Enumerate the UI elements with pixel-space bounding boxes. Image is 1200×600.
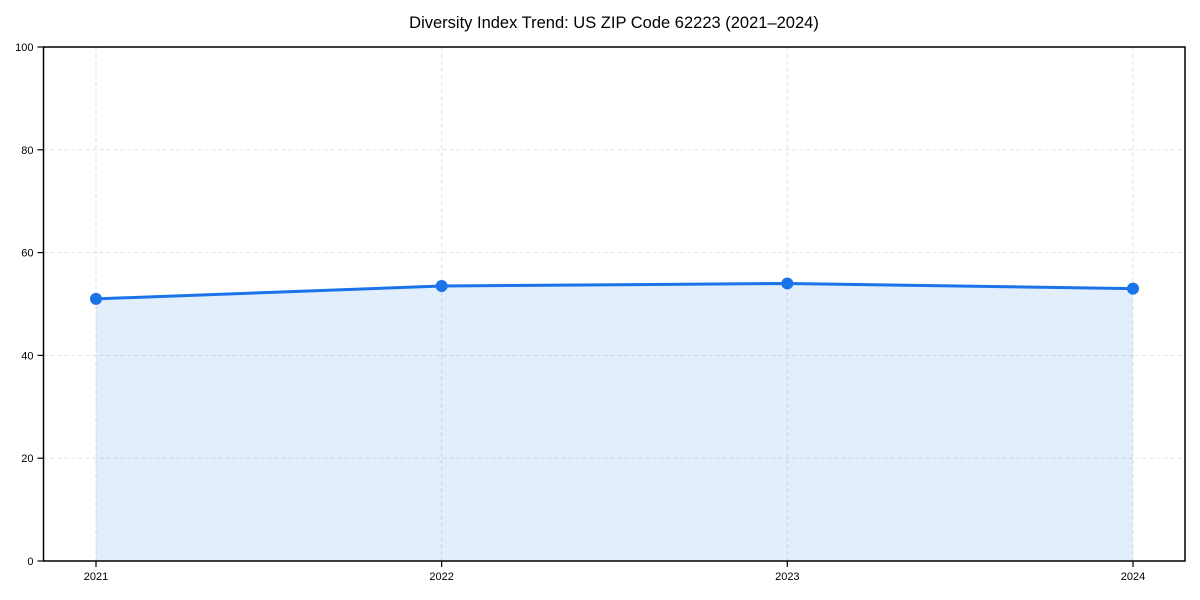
data-point-2024[interactable] [1127, 282, 1139, 295]
y-tick-label: 60 [21, 248, 33, 260]
x-tick-label: 2022 [429, 571, 453, 583]
y-tick-label: 20 [21, 453, 33, 465]
x-tick-label: 2021 [84, 571, 108, 583]
data-point-2022[interactable] [435, 280, 448, 293]
area-fill [96, 283, 1133, 561]
x-tick-label: 2023 [775, 571, 799, 583]
data-point-2023[interactable] [781, 277, 794, 290]
data-point-2021[interactable] [90, 292, 102, 305]
trend-line [94, 281, 1135, 301]
y-tick-label: 80 [21, 145, 33, 157]
plot-border [42, 46, 1186, 562]
x-tick-label: 2024 [1121, 571, 1145, 583]
y-tick-label: 0 [27, 556, 33, 568]
y-tick-label: 100 [15, 42, 33, 54]
chart-title: Diversity Index Trend: US ZIP Code 62223… [409, 14, 819, 32]
y-tick-label: 40 [21, 350, 33, 362]
